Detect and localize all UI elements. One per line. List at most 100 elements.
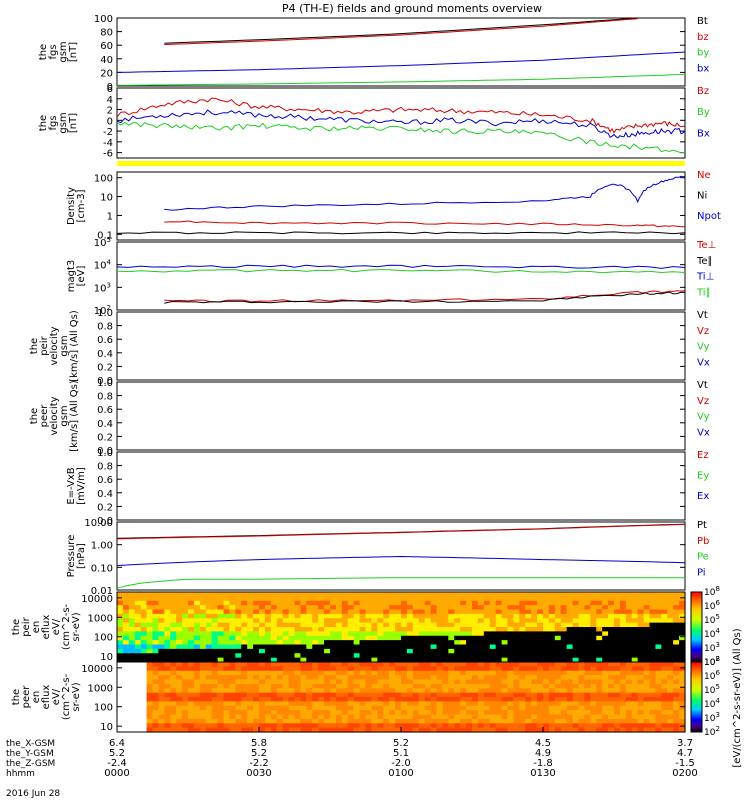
spectrogram-cell: [223, 605, 231, 611]
spectrogram-cell: [655, 605, 662, 611]
spectrogram-cell: [276, 670, 284, 676]
spectrogram-cell: [235, 600, 242, 606]
y-tick-label: 0.8: [97, 392, 113, 403]
spectrogram-cell: [543, 609, 550, 615]
spectrogram-cell: [359, 627, 367, 632]
spectrogram-cell: [383, 692, 390, 698]
spectrogram-cell: [359, 718, 367, 724]
spectrogram-cell: [667, 644, 674, 650]
spectrogram-cell: [596, 675, 603, 681]
spectrogram-cell: [424, 609, 432, 615]
spectrogram-cell: [128, 701, 136, 707]
spectrogram-cell: [205, 688, 213, 694]
spectrogram-cell: [389, 701, 396, 707]
spectrogram-cell: [282, 701, 290, 707]
spectrogram-cell: [519, 714, 526, 720]
spectrogram-cell: [554, 653, 562, 659]
spectrogram-cell: [442, 609, 449, 615]
spectrogram-cell: [128, 635, 136, 641]
spectrogram-cell: [193, 644, 201, 650]
spectrogram-cell: [341, 705, 349, 711]
spectrogram-cell: [619, 697, 627, 702]
spectrogram-cell: [146, 644, 154, 650]
spectrogram-cell: [543, 631, 550, 637]
spectrogram-cell: [643, 697, 651, 702]
spectrogram-cell: [460, 697, 467, 702]
spectrogram-cell: [590, 657, 597, 663]
spectrogram-cell: [679, 613, 686, 619]
legend-entry: Pb: [697, 536, 709, 547]
spectrogram-cell: [412, 648, 420, 654]
spectrogram-cell: [513, 622, 520, 628]
spectrogram-cell: [276, 697, 284, 702]
spectrogram-cell: [253, 683, 260, 689]
spectrogram-cell: [548, 714, 556, 720]
spectrogram-cell: [679, 609, 686, 615]
spectrogram-cell: [259, 644, 266, 650]
spectrogram-cell: [625, 627, 633, 632]
spectrogram-cell: [241, 688, 248, 694]
spectrogram: [117, 592, 686, 663]
spectrogram-cell: [477, 596, 485, 602]
spectrogram-cell: [318, 683, 325, 689]
spectrogram-cell: [590, 640, 597, 646]
spectrogram-cell: [477, 701, 485, 707]
spectrogram-cell: [631, 727, 639, 733]
spectrogram-cell: [300, 635, 307, 641]
series-line-by: [116, 73, 686, 86]
spectrogram-cell: [543, 710, 550, 716]
spectrogram-cell: [276, 613, 284, 619]
spectrogram-cell: [324, 635, 331, 641]
spectrogram-cell: [418, 613, 426, 619]
spectrogram-cell: [294, 596, 302, 602]
spectrogram-cell: [602, 710, 609, 716]
spectrogram-cell: [128, 644, 136, 650]
spectrogram-cell: [489, 718, 497, 724]
spectrogram-cell: [472, 622, 479, 628]
spectrogram-cell: [182, 640, 189, 646]
spectrogram-cell: [548, 683, 556, 689]
spectrogram-cell: [128, 692, 136, 698]
spectrogram-cell: [614, 596, 621, 602]
spectrogram-cell: [566, 596, 574, 602]
spectrogram-cell: [152, 714, 160, 720]
spectrogram-cell: [264, 613, 272, 619]
spectrogram-cell: [519, 688, 526, 694]
spectrogram-cell: [602, 701, 609, 707]
series-line-npot: [164, 175, 686, 211]
spectrogram-cell: [424, 657, 432, 663]
spectrogram-cell: [619, 605, 627, 611]
spectrogram-cell: [199, 710, 207, 716]
spectrogram-cell: [140, 622, 148, 628]
spectrogram-cell: [276, 723, 284, 729]
spectrogram-cell: [389, 592, 396, 597]
spectrogram-cell: [247, 714, 254, 720]
spectrogram-cell: [353, 644, 361, 650]
spectrogram-cell: [377, 710, 384, 716]
spectrogram-cell: [306, 679, 313, 685]
spectrogram-cell: [655, 701, 662, 707]
spectrogram-cell: [294, 705, 302, 711]
spectrogram-cell: [122, 613, 130, 619]
spectrogram-cell: [619, 701, 627, 707]
spectrogram-cell: [596, 710, 603, 716]
spectrogram-cell: [341, 662, 349, 667]
spectrogram-cell: [472, 727, 479, 733]
spectrogram-cell: [294, 635, 302, 641]
spectrogram-cell: [282, 653, 290, 659]
spectrogram-cell: [619, 692, 627, 698]
spectrogram-cell: [454, 622, 461, 628]
spectrogram-cell: [572, 613, 580, 619]
spectrogram-cell: [679, 648, 686, 654]
spectrogram-cell: [193, 618, 201, 624]
spectrogram-cell: [661, 609, 668, 615]
spectrogram-cell: [217, 657, 225, 663]
spectrogram-cell: [146, 640, 154, 646]
spectrogram-cell: [371, 718, 378, 724]
spectrogram-cell: [477, 662, 485, 667]
spectrogram-cell: [412, 592, 420, 597]
spectrogram-cell: [619, 662, 627, 667]
y-axis-label: [cm-3]: [76, 189, 87, 222]
spectrogram-cell: [312, 675, 319, 681]
spectrogram-cell: [661, 653, 668, 659]
